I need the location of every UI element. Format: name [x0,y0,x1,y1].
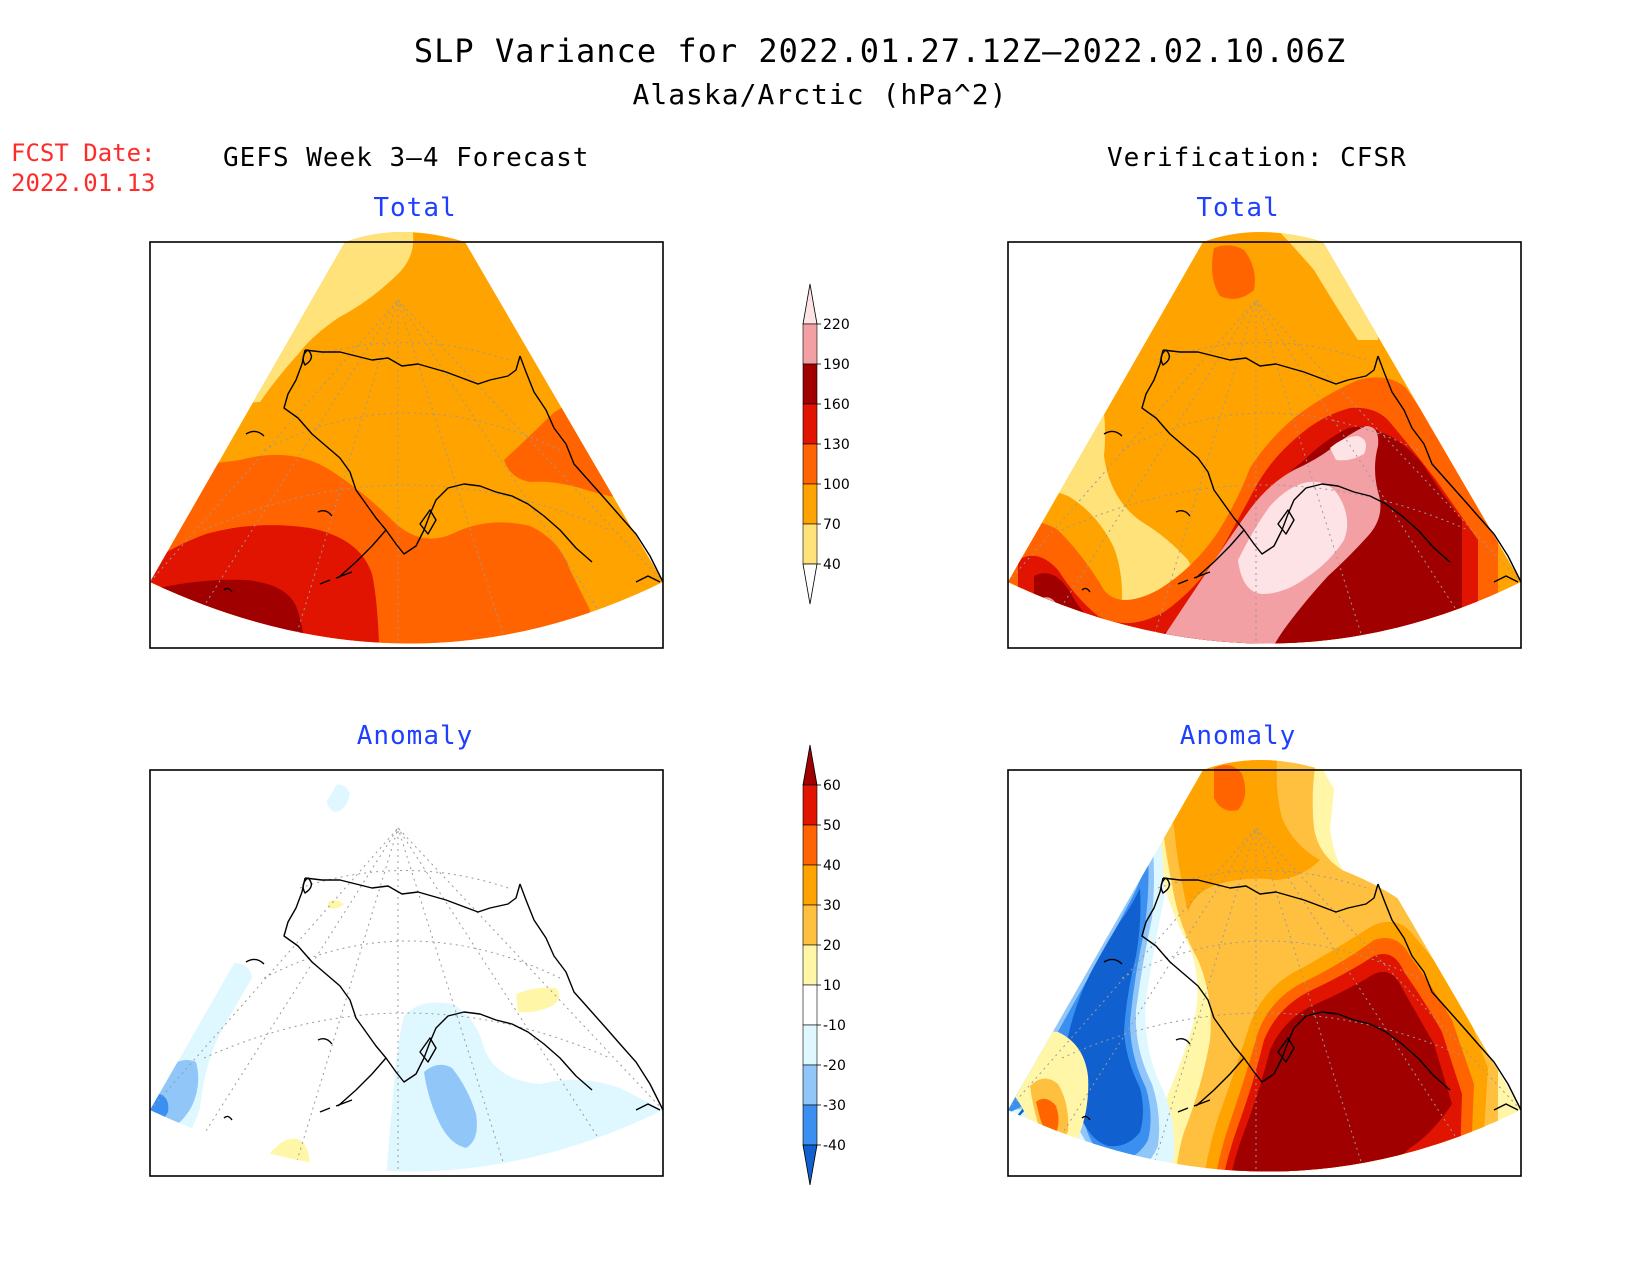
colorbar-anomaly: -40 -30 -20 -10 10 20 30 40 50 60 [802,744,846,1186]
map-panel-gefs-anomaly [149,760,664,1177]
colorbar-total-tick-label: 100 [823,477,850,493]
colorbar-anomaly-tick-label: -10 [823,1018,846,1034]
forecast-date-label: FCST Date: [11,139,156,167]
colorbar-total-top-end [802,283,818,325]
colorbar-anomaly-tick-label: 50 [823,818,841,834]
colorbar-anomaly-top-end [802,744,818,786]
panel-title-cfsr-total: Total [1196,193,1280,223]
field-medium-blue-west [150,1094,169,1128]
colorbar-anomaly-tick-label: 30 [823,898,841,914]
forecast-date: FCST Date: 2022.01.13 [11,138,156,198]
colorbar-total-segment [802,323,818,365]
colorbar-anomaly-tick-label: 40 [823,858,841,874]
colorbar-total-segment [802,363,818,405]
colorbar-anomaly-tick-label: 20 [823,938,841,954]
field-light-yellow-east [516,987,560,1013]
colorbar-anomaly-tick-label: 60 [823,778,841,794]
colorbar-anomaly-segment [802,904,818,946]
figure-title: SLP Variance for 2022.01.27.12Z–2022.02.… [413,32,1347,70]
colorbar-anomaly-segment [802,984,818,1026]
colorbar-anomaly-bottom-end [802,1144,818,1186]
colorbar-total-tick-label: 160 [823,397,850,413]
field-dark-red-east-band [1222,971,1452,1172]
colorbar-anomaly-tick-label: -20 [823,1058,846,1074]
colorbar-total-tick-label: 190 [823,357,850,373]
figure-subtitle: Alaska/Arctic (hPa^2) [632,78,1008,111]
colorbar-total-tick-label: 130 [823,437,850,453]
column-title-forecast: GEFS Week 3–4 Forecast [223,143,590,173]
colorbar-anomaly-tick-label: -30 [823,1098,846,1114]
colorbar-total-segment [802,443,818,485]
colorbar-total: 40 70 100 130 160 190 220 [802,283,850,605]
field-dark-orange-sw [1036,1098,1059,1136]
colorbar-anomaly-segment [802,1104,818,1146]
colorbar-anomaly-segment [802,824,818,866]
field-pale-blue-south [384,1002,663,1172]
colorbar-total-segment [802,403,818,445]
map-panel-gefs-total [149,232,664,649]
colorbar-total-tick-label: 220 [823,317,850,333]
colorbar-anomaly-segment [802,1024,818,1066]
panel-title-gefs-anomaly: Anomaly [356,721,474,751]
colorbar-total-bottom-end [802,563,818,605]
colorbar-total-tick-label: 70 [823,517,841,533]
field-light-pink-core [1238,436,1366,594]
colorbar-total-segment [802,483,818,525]
colorbar-anomaly-segment [802,864,818,906]
field-dark-orange-north [1212,245,1255,299]
field-dark-blue-west [1008,888,1143,1147]
panel-title-cfsr-anomaly: Anomaly [1179,721,1297,751]
colorbar-anomaly-tick-label: 10 [823,978,841,994]
field-dark-red-region [150,579,310,644]
map-panel-cfsr-anomaly [1007,760,1522,1177]
column-title-verification: Verification: CFSR [1107,143,1407,173]
colorbar-anomaly-segment [802,1064,818,1106]
colorbar-anomaly-tick-label: -40 [823,1138,846,1154]
colorbar-total-tick-label: 40 [823,557,841,573]
field-dark-orange-north [1214,765,1246,811]
forecast-date-value: 2022.01.13 [11,169,156,197]
map-panel-cfsr-total [1007,232,1522,649]
colorbar-total-segment [802,523,818,565]
colorbar-anomaly-segment [802,784,818,826]
colorbar-anomaly-segment [802,944,818,986]
panel-title-gefs-total: Total [373,193,457,223]
field-light-blue-south [424,1064,477,1148]
